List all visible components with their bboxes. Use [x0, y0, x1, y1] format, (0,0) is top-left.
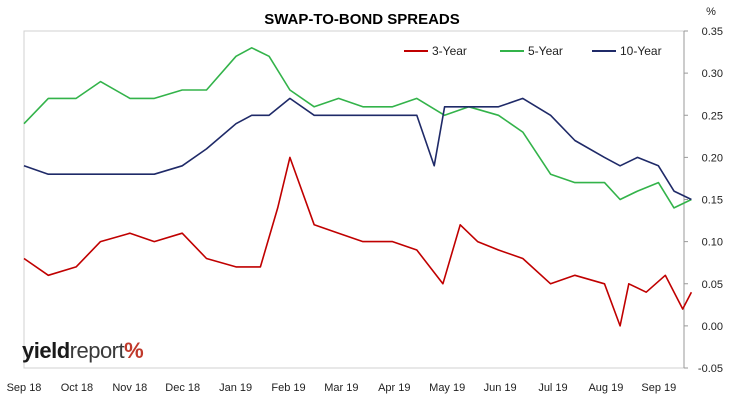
- x-axis-ticks: Sep 18 Oct 18 Nov 18 Dec 18 Jan 19 Feb 19 Mar …: [7, 382, 677, 394]
- series-line-5-year: [23, 46, 692, 209]
- y-tick-label: 0.05: [702, 279, 723, 291]
- x-tick-label: Nov 18: [112, 382, 147, 394]
- yieldreport-logo: yieldreport%: [22, 338, 144, 363]
- plot-area: [23, 30, 685, 369]
- y-tick-label: 0.00: [702, 321, 723, 333]
- y-tick-label: 0.15: [702, 195, 723, 207]
- series-line-3-year: [23, 156, 693, 327]
- x-tick-label: Mar 19: [324, 382, 358, 394]
- series-line-10-year: [23, 97, 692, 201]
- legend-label: 10-Year: [620, 44, 662, 58]
- x-tick-label: Oct 18: [61, 382, 93, 394]
- y-tick-label: 0.30: [702, 68, 723, 80]
- y-tick-label: -0.05: [698, 363, 723, 375]
- legend: 3-Year 5-Year 10-Year: [404, 44, 662, 58]
- x-tick-label: May 19: [429, 382, 465, 394]
- x-tick-label: Jul 19: [538, 382, 567, 394]
- legend-label: 5-Year: [528, 44, 563, 58]
- x-tick-label: Jan 19: [219, 382, 252, 394]
- y-axis-unit: %: [706, 6, 716, 18]
- x-tick-label: Sep 18: [7, 382, 42, 394]
- x-tick-label: Dec 18: [165, 382, 200, 394]
- y-tick-label: 0.25: [702, 110, 723, 122]
- y-axis-ticks: 0.35 0.30 0.25 0.20 0.15 0.10 0.05 0.00 -0.05: [683, 26, 723, 375]
- series-lines: [23, 46, 693, 327]
- x-tick-label: Feb 19: [271, 382, 305, 394]
- x-tick-label: Aug 19: [588, 382, 623, 394]
- legend-label: 3-Year: [432, 44, 467, 58]
- y-tick-label: 0.10: [702, 237, 723, 249]
- x-tick-label: Apr 19: [378, 382, 410, 394]
- y-tick-label: 0.20: [702, 152, 723, 164]
- chart-title: SWAP-TO-BOND SPREADS: [264, 11, 460, 28]
- y-tick-label: 0.35: [702, 26, 723, 38]
- x-tick-label: Sep 19: [641, 382, 676, 394]
- x-tick-label: Jun 19: [484, 382, 517, 394]
